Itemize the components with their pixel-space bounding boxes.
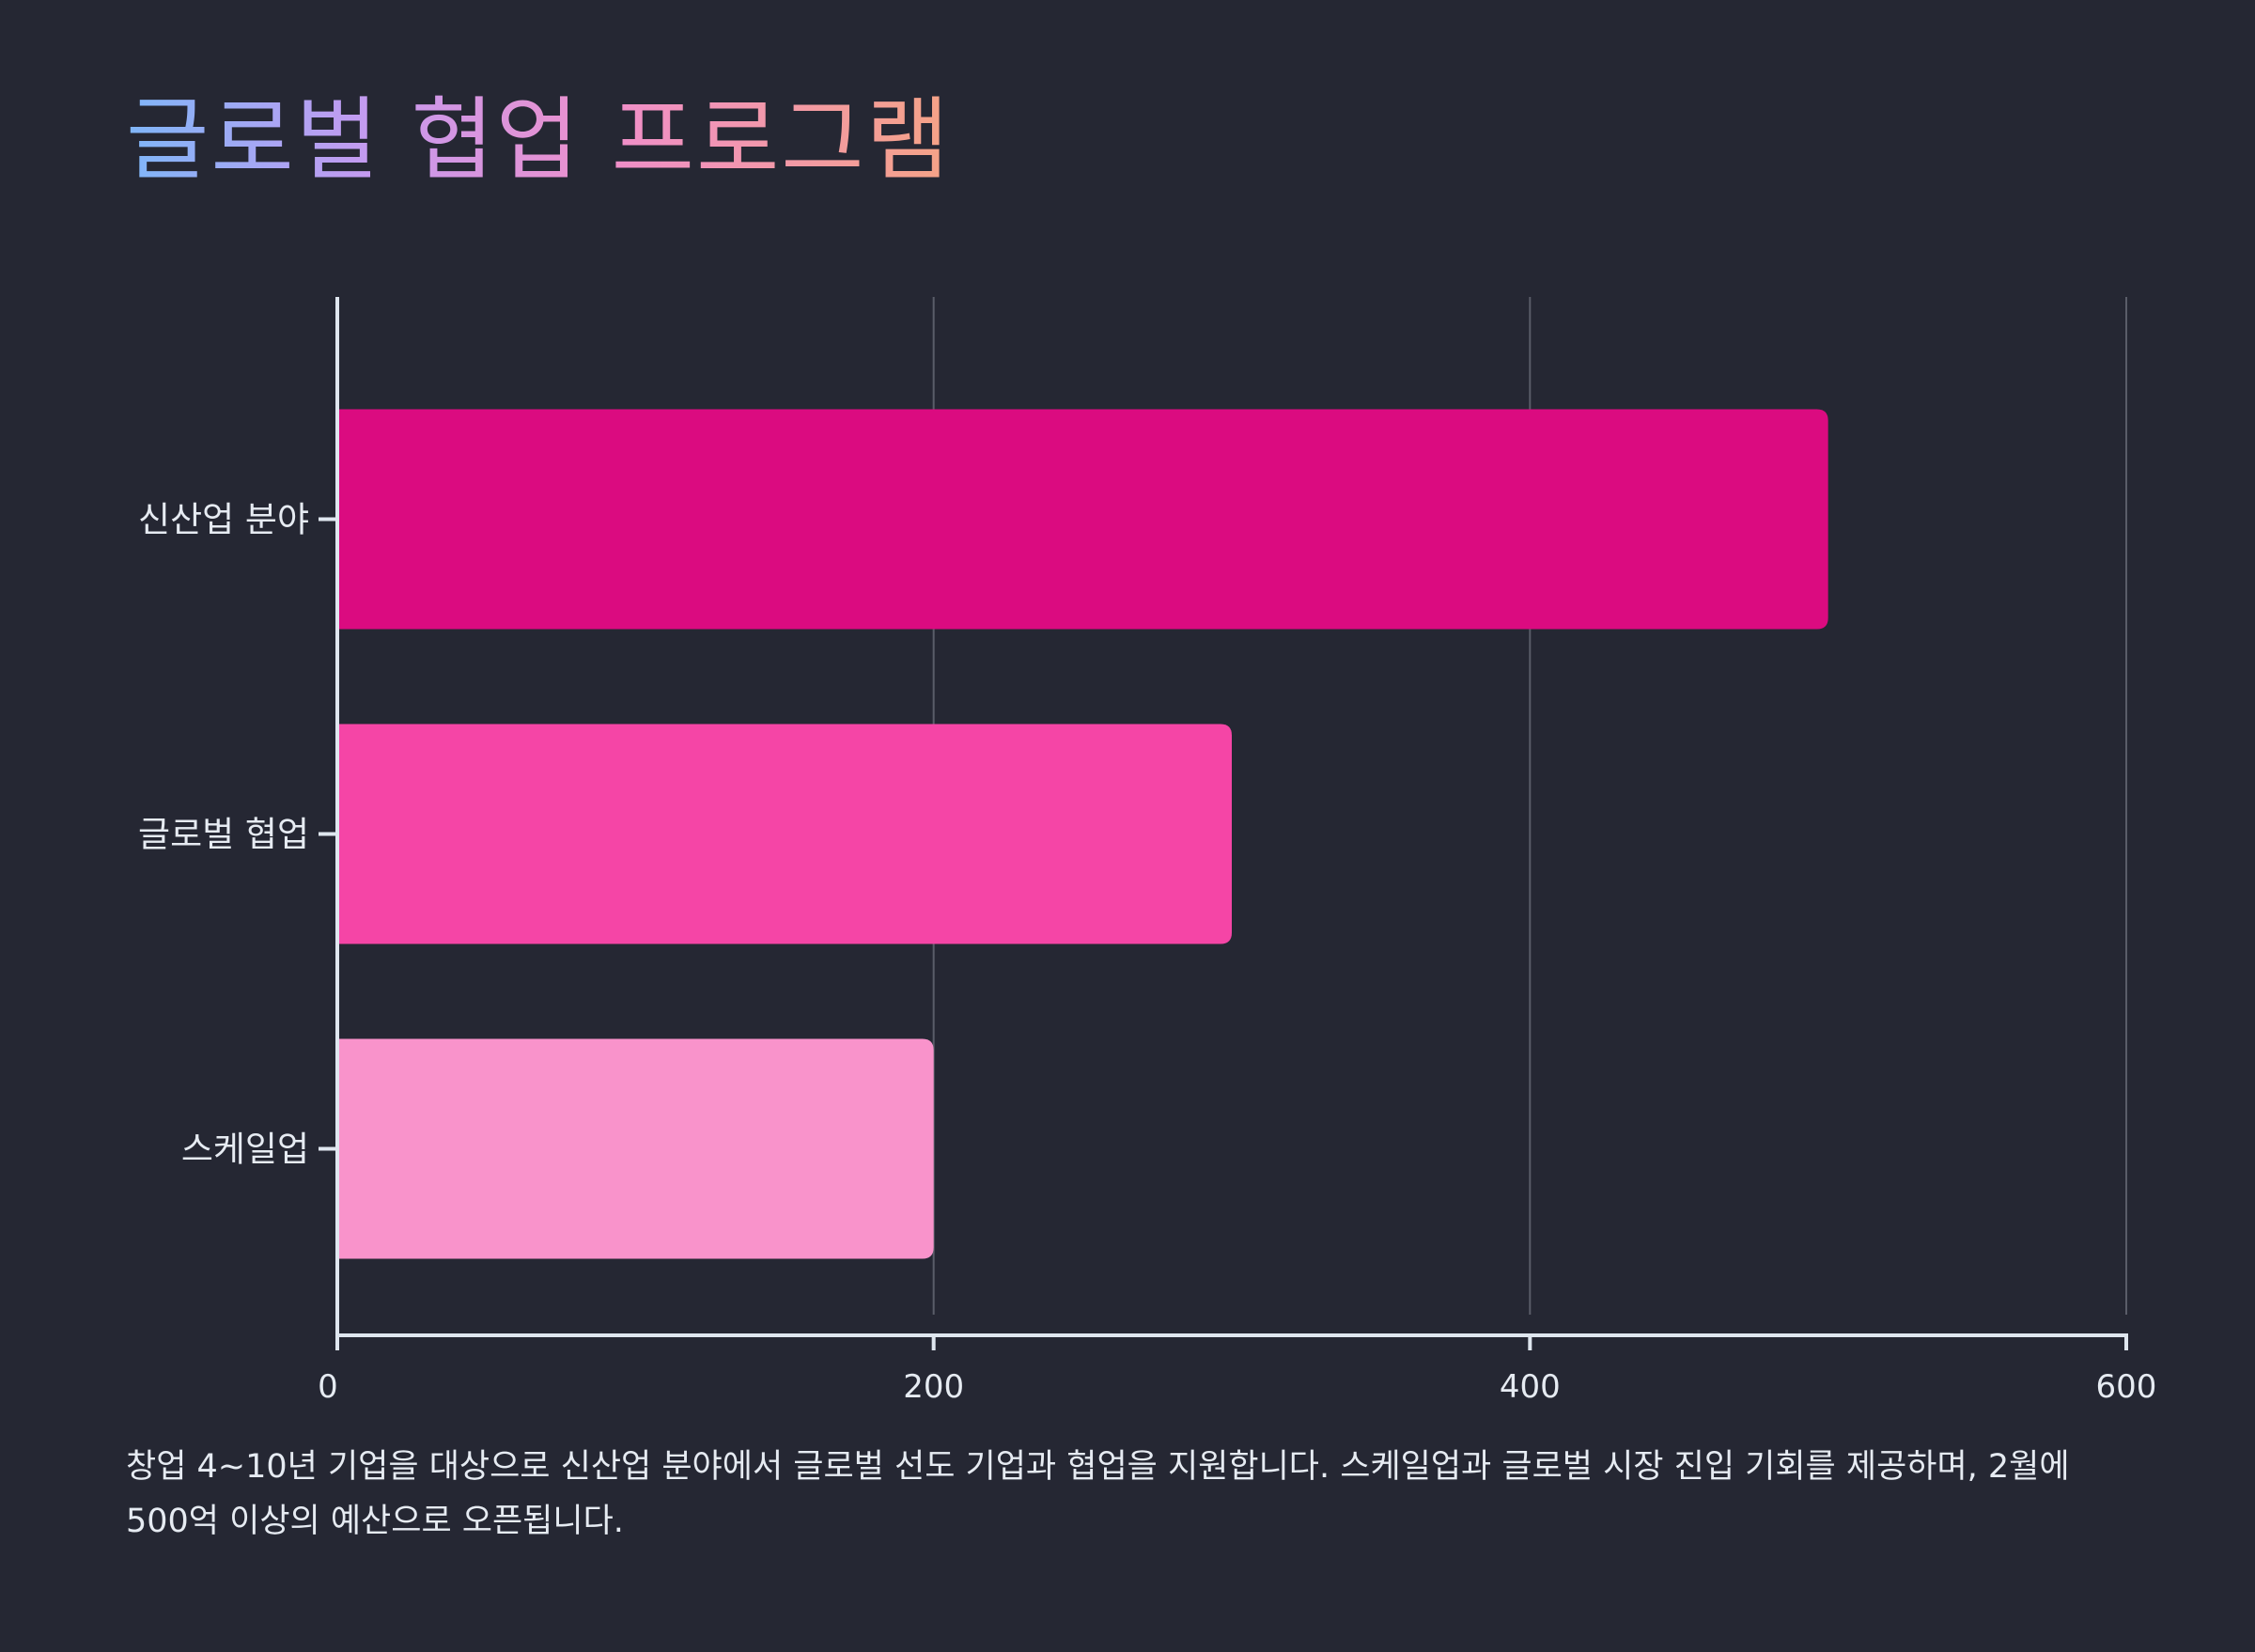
x-tick-label: 200 (903, 1368, 964, 1406)
y-tick-label: 신산업 분야 (138, 500, 309, 540)
x-tick-label: 0 (318, 1368, 338, 1406)
axes (319, 297, 2128, 1350)
bar-3 (337, 1038, 934, 1259)
bars (337, 409, 1828, 1259)
bar-2 (337, 724, 1232, 944)
y-tick-label: 글로벌 협업 (138, 815, 309, 855)
x-tick-label: 600 (2096, 1368, 2157, 1406)
x-tick-label: 400 (1500, 1368, 1561, 1406)
y-tick-label: 스케일업 (181, 1130, 309, 1170)
bar-1 (337, 409, 1828, 630)
description-text: 창업 4~10년 기업을 대상으로 신산업 분야에서 글로벌 선도 기업과 협업… (126, 1448, 2070, 1540)
chart-title: 글로벌 협업 프로그램 (126, 86, 951, 195)
